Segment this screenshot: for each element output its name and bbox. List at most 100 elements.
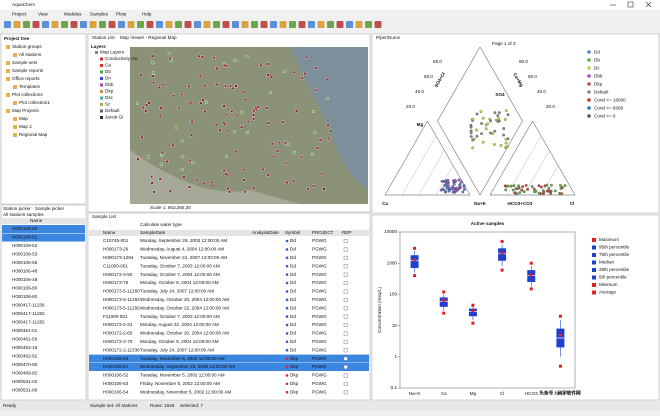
toolbar-button[interactable]: [327, 21, 334, 28]
station-marker[interactable]: [245, 55, 249, 58]
tree-item[interactable]: Map: [19, 116, 28, 121]
cell[interactable]: PGWG: [312, 356, 327, 361]
station-marker[interactable]: [190, 120, 194, 123]
cell[interactable]: Dkp: [290, 356, 299, 361]
station-marker[interactable]: [190, 101, 193, 104]
station-marker[interactable]: [182, 175, 186, 179]
sample-point[interactable]: [509, 184, 513, 188]
station-name[interactable]: H000461-50: [12, 337, 38, 342]
cell[interactable]: Dd: [290, 297, 296, 302]
toolbar-button[interactable]: [184, 21, 192, 28]
station-marker[interactable]: [242, 168, 245, 171]
cell[interactable]: Dkp: [290, 373, 299, 378]
tab[interactable]: Sample picker: [35, 206, 65, 211]
cell[interactable]: Wednesday, October 20, 2004 12:00:00 AM: [140, 331, 229, 336]
cell[interactable]: Monday, September 29, 2003 12:00:00 AM: [140, 238, 227, 243]
toolbar-button[interactable]: [175, 21, 182, 28]
station-marker[interactable]: [240, 125, 244, 129]
station-marker[interactable]: [292, 150, 296, 154]
toolbar-button[interactable]: [232, 21, 239, 28]
sample-point[interactable]: [520, 188, 524, 192]
station-marker[interactable]: [210, 180, 214, 184]
station-marker[interactable]: [232, 130, 236, 134]
sample-point[interactable]: [444, 179, 448, 183]
station-marker[interactable]: [292, 179, 296, 183]
toolbar-button[interactable]: [213, 21, 220, 28]
sample-point[interactable]: [452, 186, 456, 190]
rep-checkbox[interactable]: [343, 323, 348, 327]
station-marker[interactable]: [226, 187, 230, 190]
toolbar-button[interactable]: [165, 21, 173, 28]
cell[interactable]: H000173-26: [103, 247, 129, 252]
sample-point[interactable]: [493, 111, 497, 115]
station-marker[interactable]: [270, 75, 273, 79]
station-marker[interactable]: [223, 63, 226, 67]
cell[interactable]: PGWG: [312, 247, 327, 252]
toolbar-button[interactable]: [251, 21, 258, 28]
tree-item[interactable]: Plot collection1: [19, 100, 50, 105]
sample-point[interactable]: [480, 132, 483, 136]
station-marker[interactable]: [215, 67, 219, 70]
toolbar-button[interactable]: [146, 21, 154, 28]
sample-point[interactable]: [496, 114, 500, 118]
station-marker[interactable]: [151, 74, 155, 78]
window-controls[interactable]: [610, 1, 652, 8]
sample-point[interactable]: [481, 140, 485, 144]
tree-item[interactable]: All stations: [19, 52, 42, 57]
cell[interactable]: H000106-52: [103, 373, 129, 378]
sample-point[interactable]: [517, 184, 520, 188]
station-name[interactable]: H000106-48: [12, 269, 38, 274]
sample-point[interactable]: [504, 137, 508, 141]
station-marker[interactable]: [161, 151, 164, 154]
station-marker[interactable]: [215, 83, 219, 86]
station-marker[interactable]: [158, 177, 162, 181]
cell[interactable]: Tuesday, October 7, 2004 12:00:00 AM: [140, 272, 220, 277]
station-marker[interactable]: [152, 190, 156, 194]
sample-point[interactable]: [522, 190, 526, 193]
station-name[interactable]: H000106-49: [12, 277, 38, 282]
station-marker[interactable]: [215, 123, 218, 126]
station-marker[interactable]: [152, 71, 155, 75]
sample-point[interactable]: [542, 190, 546, 194]
tree-item[interactable]: Sample sets: [12, 60, 38, 65]
station-marker[interactable]: [322, 187, 326, 191]
station-marker[interactable]: [188, 185, 191, 189]
station-name[interactable]: H000531-02: [12, 379, 38, 384]
toolbar-button[interactable]: [365, 21, 372, 28]
sample-point[interactable]: [440, 179, 444, 183]
cell[interactable]: Dd: [290, 272, 296, 277]
station-marker[interactable]: [150, 175, 153, 178]
toolbar-button[interactable]: [89, 21, 97, 28]
cell[interactable]: H000106-51: [103, 364, 129, 369]
toolbar-button[interactable]: [127, 21, 135, 28]
station-marker[interactable]: [159, 106, 163, 110]
cell[interactable]: Dd: [290, 238, 296, 243]
toolbar-button[interactable]: [374, 21, 382, 28]
station-marker[interactable]: [271, 142, 274, 146]
cell[interactable]: Wednesday, September 28, 2005 12:00:00 A…: [140, 364, 235, 369]
station-marker[interactable]: [329, 129, 333, 133]
sample-point[interactable]: [462, 185, 466, 188]
sample-point[interactable]: [469, 135, 473, 138]
cell[interactable]: H000106-53: [103, 381, 129, 386]
sample-point[interactable]: [497, 111, 501, 115]
station-marker[interactable]: [306, 187, 310, 191]
station-marker[interactable]: [242, 178, 246, 182]
station-marker[interactable]: [168, 189, 172, 193]
toolbar-button[interactable]: [32, 21, 40, 28]
rep-checkbox[interactable]: [343, 272, 348, 277]
sample-point[interactable]: [543, 184, 547, 188]
station-marker[interactable]: [266, 62, 270, 66]
sample-point[interactable]: [469, 131, 473, 135]
station-marker[interactable]: [286, 143, 290, 146]
station-marker[interactable]: [187, 84, 191, 88]
sample-point[interactable]: [504, 141, 508, 145]
cell[interactable]: Tuesday, November 5, 2002 12:00:00 AM: [140, 373, 225, 378]
station-name[interactable]: H000417-11282: [12, 320, 45, 325]
station-marker[interactable]: [197, 54, 201, 58]
cell[interactable]: Friday, November 5, 2002 12:00:00 AM: [140, 381, 220, 386]
station-marker[interactable]: [312, 184, 315, 188]
toolbar-button[interactable]: [99, 21, 106, 28]
cell[interactable]: Dkp: [290, 389, 299, 394]
station-marker[interactable]: [151, 61, 155, 65]
